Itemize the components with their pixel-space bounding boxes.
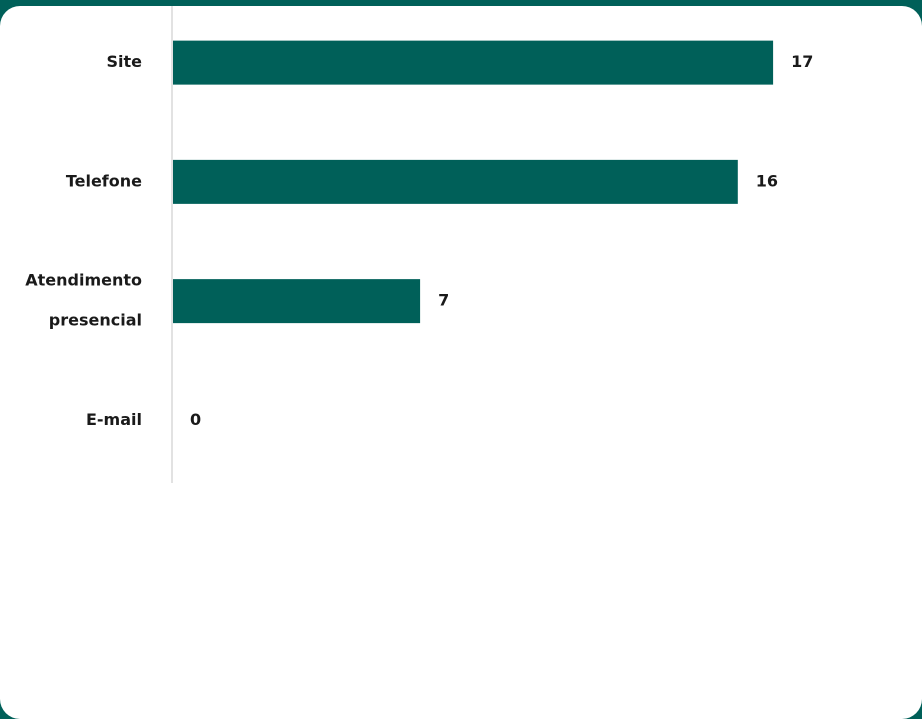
- category-label-line: Telefone: [66, 171, 142, 190]
- value-label: 7: [438, 291, 449, 310]
- category-label-line: Atendimento: [25, 271, 142, 290]
- bars-group: [173, 40, 774, 324]
- labels-group: 17 Site 16 Telefone 7 Atendimento presencial 0 E…: [25, 52, 813, 429]
- bar-telefone: [173, 159, 738, 204]
- value-label: 0: [190, 410, 201, 429]
- category-label: Telefone: [66, 171, 142, 190]
- value-label: 17: [791, 52, 813, 71]
- category-label-line: presencial: [49, 311, 142, 330]
- value-label: 16: [756, 171, 778, 190]
- category-label: Site: [106, 52, 142, 71]
- category-label: E-mail: [86, 410, 142, 429]
- chart-card: 17 Site 16 Telefone 7 Atendimento presencial 0 E…: [0, 6, 922, 719]
- bar-chart: 17 Site 16 Telefone 7 Atendimento presencial 0 E…: [25, 6, 813, 483]
- category-label-line: Site: [106, 52, 142, 71]
- bar-site: [173, 40, 774, 85]
- category-label-line: E-mail: [86, 410, 142, 429]
- category-label: Atendimento presencial: [25, 271, 142, 330]
- bar-atendimento-presencial: [173, 279, 421, 324]
